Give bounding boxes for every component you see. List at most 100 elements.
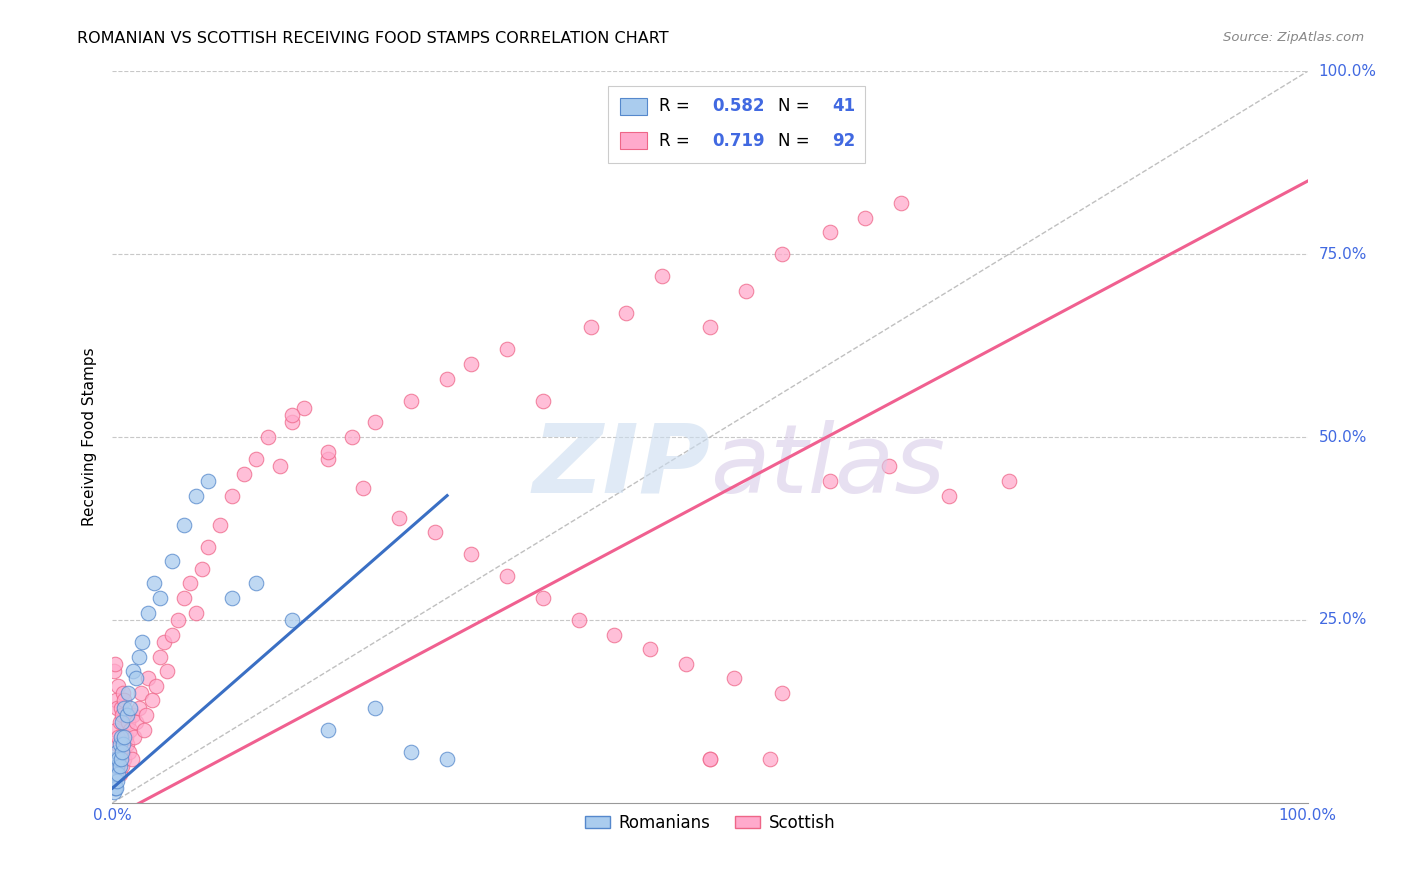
Point bbox=[110, 700, 132, 714]
Point bbox=[105, 723, 128, 737]
Point bbox=[186, 489, 208, 503]
Point bbox=[105, 745, 128, 759]
Point bbox=[770, 686, 793, 700]
Point bbox=[281, 408, 304, 422]
Point bbox=[114, 730, 136, 744]
Point bbox=[129, 686, 152, 700]
Point bbox=[197, 540, 219, 554]
Point bbox=[149, 591, 172, 605]
Point bbox=[105, 759, 128, 773]
Point bbox=[105, 700, 128, 714]
Point bbox=[112, 686, 135, 700]
Point bbox=[105, 766, 128, 780]
Point bbox=[436, 371, 458, 385]
FancyBboxPatch shape bbox=[620, 132, 647, 149]
Point bbox=[114, 752, 135, 766]
Point bbox=[135, 708, 157, 723]
Point bbox=[340, 430, 363, 444]
Point bbox=[103, 785, 125, 799]
Point bbox=[352, 481, 374, 495]
Point bbox=[108, 766, 131, 780]
Point bbox=[117, 715, 139, 730]
Point bbox=[132, 723, 155, 737]
Point bbox=[179, 576, 201, 591]
Text: 50.0%: 50.0% bbox=[1319, 430, 1367, 444]
Point bbox=[105, 752, 128, 766]
Point bbox=[117, 686, 139, 700]
Point bbox=[401, 393, 423, 408]
Point bbox=[115, 708, 138, 723]
Point bbox=[640, 642, 662, 657]
Point bbox=[723, 672, 745, 686]
Point bbox=[388, 510, 411, 524]
Point bbox=[121, 708, 143, 723]
Point bbox=[316, 452, 339, 467]
Point bbox=[111, 745, 134, 759]
Point bbox=[173, 517, 195, 532]
Point bbox=[138, 672, 160, 686]
Point bbox=[104, 752, 127, 766]
Point bbox=[114, 730, 135, 744]
Text: ZIP: ZIP bbox=[531, 420, 710, 513]
Point bbox=[496, 343, 519, 357]
Point bbox=[818, 474, 841, 488]
Point bbox=[245, 452, 267, 467]
Point bbox=[107, 730, 129, 744]
Point bbox=[120, 700, 142, 714]
Point bbox=[675, 657, 697, 671]
Point bbox=[121, 752, 143, 766]
Point bbox=[699, 752, 721, 766]
Point bbox=[938, 489, 960, 503]
Text: ROMANIAN VS SCOTTISH RECEIVING FOOD STAMPS CORRELATION CHART: ROMANIAN VS SCOTTISH RECEIVING FOOD STAM… bbox=[77, 31, 669, 46]
Text: N =: N = bbox=[778, 132, 815, 150]
Text: N =: N = bbox=[778, 97, 815, 115]
Point bbox=[699, 752, 721, 766]
Point bbox=[111, 759, 134, 773]
Point bbox=[292, 401, 315, 415]
Point bbox=[401, 745, 423, 759]
Point bbox=[104, 657, 127, 671]
Legend: Romanians, Scottish: Romanians, Scottish bbox=[578, 807, 842, 838]
Point bbox=[104, 781, 127, 796]
Point bbox=[316, 444, 339, 458]
Point bbox=[115, 737, 138, 751]
Point bbox=[108, 715, 131, 730]
Point bbox=[108, 759, 131, 773]
Point bbox=[122, 730, 145, 744]
FancyBboxPatch shape bbox=[609, 86, 866, 163]
Point bbox=[162, 627, 183, 641]
Text: R =: R = bbox=[658, 132, 695, 150]
Point bbox=[496, 569, 519, 583]
Point bbox=[616, 306, 638, 320]
Point bbox=[112, 745, 135, 759]
Text: 41: 41 bbox=[832, 97, 855, 115]
Point bbox=[651, 269, 673, 284]
Point bbox=[998, 474, 1021, 488]
Text: 0.582: 0.582 bbox=[713, 97, 765, 115]
Point bbox=[128, 649, 150, 664]
Point bbox=[759, 752, 782, 766]
Point bbox=[209, 517, 232, 532]
Point bbox=[855, 211, 877, 225]
Point bbox=[105, 693, 128, 707]
Point bbox=[104, 773, 127, 788]
Point bbox=[162, 554, 183, 568]
Point bbox=[128, 700, 150, 714]
FancyBboxPatch shape bbox=[620, 98, 647, 114]
Point bbox=[257, 430, 280, 444]
Point bbox=[186, 606, 208, 620]
Point bbox=[105, 737, 128, 751]
Point bbox=[890, 196, 912, 211]
Point bbox=[141, 693, 163, 707]
Text: 25.0%: 25.0% bbox=[1319, 613, 1367, 627]
Text: 75.0%: 75.0% bbox=[1319, 247, 1367, 261]
Point bbox=[735, 284, 758, 298]
Point bbox=[233, 467, 256, 481]
Point bbox=[138, 606, 160, 620]
Point bbox=[103, 664, 125, 678]
Point bbox=[818, 225, 841, 239]
Point bbox=[221, 591, 243, 605]
Point bbox=[460, 357, 482, 371]
Point bbox=[173, 591, 195, 605]
Point bbox=[107, 752, 129, 766]
